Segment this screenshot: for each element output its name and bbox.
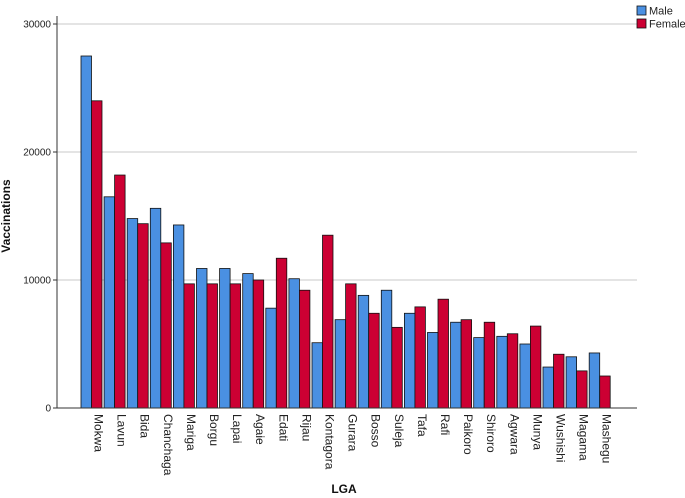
bar-male-agaie: [242, 273, 254, 409]
x-tick-label: Munya: [530, 414, 544, 450]
x-tick-label: Agaie: [253, 414, 267, 445]
legend-swatch-male: [636, 5, 647, 16]
bar-male-tafa: [403, 312, 416, 409]
bar-female-lapai: [229, 283, 242, 409]
bar-female-gurara: [345, 283, 357, 409]
x-tick-label: Gurara: [346, 414, 360, 452]
bar-female-agaie: [252, 279, 265, 409]
bar-female-shiroro: [483, 321, 496, 409]
x-tick-label: Lapai: [230, 414, 244, 443]
bar-male-paikoro: [450, 321, 462, 409]
bar-male-kontagora: [311, 342, 323, 409]
y-tick-label: 0: [45, 404, 51, 415]
bar-male-magama: [565, 356, 577, 409]
x-tick-label: Mariga: [184, 414, 198, 451]
bar-female-agwara: [506, 333, 519, 409]
x-tick-label: Bida: [138, 414, 152, 438]
x-tick-label: Bosso: [369, 414, 383, 448]
x-tick-label: Chanchaga: [161, 414, 175, 476]
x-category-labels: Mokwa Lavun Bida Chanchaga Mariga Borgu Lapai A…: [92, 414, 614, 476]
x-tick-label: Edati: [276, 414, 290, 441]
bar-male-wushishi: [542, 366, 554, 409]
x-tick-label: Agwara: [507, 414, 521, 455]
bar-male-mokwa: [80, 55, 92, 409]
x-tick-label: Kontagora: [323, 414, 337, 470]
x-tick-label: Shiroro: [484, 414, 498, 453]
bar-male-mashegu: [588, 352, 601, 409]
bar-male-gurara: [334, 319, 347, 409]
bar-male-lapai: [219, 268, 231, 409]
y-tick-label: 20000: [23, 148, 51, 159]
bar-female-rijau: [298, 289, 311, 409]
bar-female-magama: [576, 370, 588, 409]
x-tick-label: Tafa: [415, 414, 429, 437]
x-tick-label: Lavun: [115, 414, 129, 447]
x-tick-label: Rafi: [438, 414, 452, 435]
bar-female-mashegu: [599, 375, 611, 409]
bar-female-bosso: [368, 312, 380, 409]
bar-male-mariga: [172, 224, 185, 409]
bar-male-chanchaga: [149, 207, 162, 409]
y-axis-title: Vaccinations: [0, 179, 13, 253]
x-tick-label: Rijau: [299, 414, 313, 441]
bar-male-munya: [519, 343, 531, 409]
x-tick-label: Borgu: [207, 414, 221, 446]
axes: [53, 16, 637, 409]
bar-female-edati: [275, 257, 288, 409]
bar-female-munya: [530, 325, 542, 409]
x-axis-title: LGA: [331, 482, 357, 496]
x-tick-label: Paikoro: [461, 414, 475, 455]
bar-male-lavun: [103, 196, 115, 409]
x-tick-label: Magama: [577, 414, 591, 461]
y-tick-labels: 0 10000 20000 30000: [23, 20, 51, 415]
y-tick-label: 10000: [23, 276, 51, 287]
bar-female-kontagora: [322, 234, 334, 409]
bar-male-rafi: [427, 332, 439, 409]
bar-male-shiroro: [473, 337, 485, 409]
bar-female-borgu: [206, 283, 218, 409]
bar-female-paikoro: [460, 319, 473, 409]
y-tick-label: 30000: [23, 20, 51, 31]
bar-female-wushishi: [553, 353, 565, 409]
bar-female-suleja: [391, 326, 403, 409]
bar-male-agwara: [496, 335, 508, 409]
bars: [80, 55, 611, 409]
x-tick-label: Mashegu: [600, 414, 614, 463]
bar-male-borgu: [196, 268, 208, 409]
legend-label-female: Female: [649, 19, 685, 31]
bar-male-bosso: [357, 294, 370, 409]
bar-female-mariga: [183, 283, 195, 409]
legend-swatch-female: [636, 18, 647, 29]
x-tick-label: Mokwa: [92, 414, 106, 452]
bar-female-tafa: [414, 306, 426, 409]
legend-label-male: Male: [649, 6, 673, 18]
bar-male-bida: [126, 218, 139, 409]
bar-female-rafi: [437, 298, 449, 409]
bar-male-edati: [265, 307, 277, 409]
x-tick-label: Wushishi: [554, 414, 568, 462]
bar-male-suleja: [380, 289, 393, 409]
bar-female-bida: [137, 223, 149, 409]
bar-female-lavun: [114, 174, 126, 409]
bar-female-mokwa: [91, 100, 103, 409]
x-tick-label: Suleja: [392, 414, 406, 448]
bar-female-chanchaga: [160, 242, 172, 409]
bar-male-rijau: [288, 278, 300, 409]
